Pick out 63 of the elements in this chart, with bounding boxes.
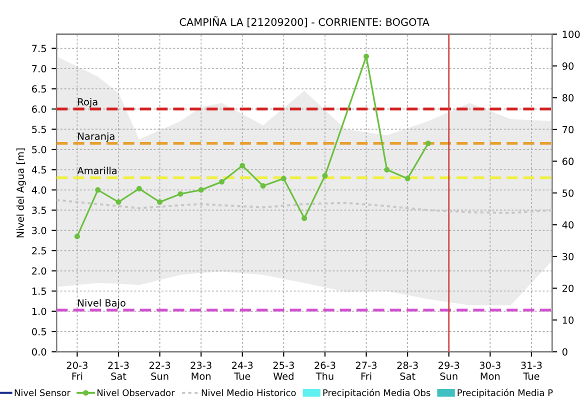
y-tick-label: 3.5 (32, 206, 46, 214)
x-tick-label: 24-3 Tue (232, 362, 253, 380)
legend-label: Nivel Observador (98, 389, 175, 396)
legend-label: Precipitación Media Obs (323, 388, 430, 398)
point (218, 179, 225, 185)
y-tick-label: 4.0 (32, 186, 46, 194)
ref-line-label: Roja (78, 98, 98, 108)
x-tick-label: 22-3 Sun (149, 362, 170, 380)
y-tick-label: 2.0 (32, 267, 46, 275)
y-tick-label: 1.0 (32, 308, 46, 316)
point (260, 183, 266, 189)
x-tick-label: 26-3 Thu (314, 362, 336, 380)
x-tick-label: 29-3 Sun (438, 362, 460, 380)
ref-line-label: Amarilla (77, 166, 116, 174)
y-tick-label: 6.0 (32, 105, 46, 113)
x-tick-label: 23-3 Mon (190, 362, 212, 380)
legend-label: Precipitación Media P (458, 388, 553, 398)
y-tick-label: 7.0 (32, 65, 46, 72)
y-tick-label: 1.5 (32, 288, 46, 295)
chart-title: CAMPIÑA LA [21209200] - CORRIENTE: BOGOTA (180, 16, 430, 28)
point (136, 186, 142, 192)
y2-tick-label: 40 (562, 221, 574, 229)
x-tick-label: 25-3 Wed (273, 362, 294, 380)
x-tick-label: 31-3 Tue (521, 362, 542, 380)
y-tick-label: 7.5 (32, 44, 46, 52)
x-tick-label: 28-3 Sat (397, 362, 418, 380)
x-tick-label: 27-3 Fri (356, 362, 377, 380)
x-tick-label: 20-3 Fri (66, 362, 88, 380)
point (240, 162, 246, 168)
y-tick-label: 0.5 (32, 328, 46, 336)
point (302, 215, 308, 222)
legend-label: Nivel Sensor (14, 389, 70, 396)
y-tick-label: 5.5 (32, 126, 46, 134)
y2-tick-label: 100 (562, 30, 580, 38)
ref-line-label: Naranja (78, 132, 114, 142)
point (280, 176, 286, 182)
y2-tick-label: 30 (562, 252, 574, 260)
y2-tick-label: 10 (562, 316, 574, 324)
y-tick-label: 0.0 (32, 348, 46, 356)
y2-tick-label: 0 (562, 348, 568, 356)
point (95, 187, 101, 193)
y-tick-label: 5.0 (32, 146, 46, 154)
y-axis-title: Nivel del Agua [m] (16, 148, 26, 238)
y-tick-label: 4.5 (32, 166, 46, 174)
ref-line-label: Nivel Bajo (78, 299, 126, 308)
point (74, 234, 80, 240)
point (322, 172, 328, 179)
y2-tick-label: 90 (562, 62, 574, 70)
y-tick-label: 3.0 (32, 226, 46, 234)
point (157, 199, 163, 205)
y2-tick-label: 60 (562, 158, 574, 166)
x-tick-label: 30-3 Mon (480, 362, 500, 380)
x-tick-label: 21-3 Sat (108, 362, 129, 380)
point (198, 187, 204, 193)
y2-tick-label: 20 (562, 284, 574, 292)
y-tick-label: 2.5 (32, 247, 46, 254)
point (178, 191, 184, 197)
y2-tick-label: 50 (562, 189, 574, 197)
y2-tick-label: 80 (562, 94, 574, 102)
point (116, 199, 122, 205)
y2-tick-label: 70 (562, 126, 574, 134)
y-tick-label: 6.5 (32, 85, 46, 93)
legend-label: Nivel Medio Historico (202, 389, 296, 396)
